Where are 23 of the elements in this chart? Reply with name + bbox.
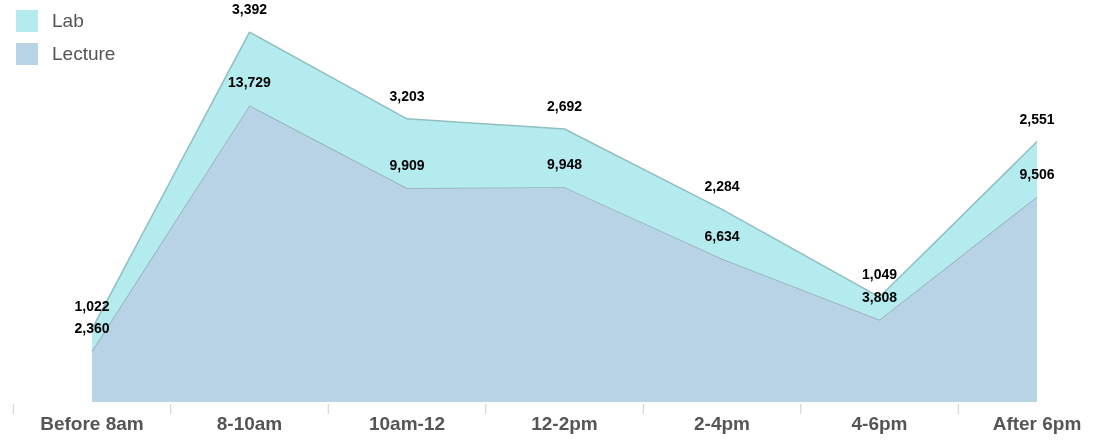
- data-label: 2,551: [1019, 110, 1055, 127]
- data-label: 2,360: [74, 320, 110, 337]
- data-label: 3,203: [389, 87, 425, 104]
- x-tick-label: 12-2pm: [531, 413, 598, 434]
- data-label: 3,808: [861, 288, 898, 305]
- x-tick-label: After 6pm: [992, 413, 1082, 434]
- data-label: 1,049: [861, 266, 898, 283]
- legend-label: Lab: [52, 10, 84, 31]
- data-label: 9,506: [1019, 165, 1055, 182]
- data-label: 13,729: [228, 74, 272, 91]
- data-label: 6,634: [704, 227, 740, 244]
- data-label: 2,284: [704, 178, 740, 195]
- data-label: 1,022: [74, 297, 110, 314]
- data-label: 9,948: [546, 156, 583, 173]
- legend-label: Lecture: [52, 43, 116, 64]
- data-label: 9,909: [389, 156, 425, 173]
- x-tick-label: 2-4pm: [694, 413, 750, 434]
- x-tick-label: 8-10am: [216, 413, 283, 434]
- data-label: 2,692: [546, 97, 583, 114]
- x-tick-label: 10am-12: [368, 413, 446, 434]
- x-tick-label: Before 8am: [40, 413, 144, 434]
- x-tick-label: 4-6pm: [851, 413, 908, 434]
- data-label: 3,392: [231, 1, 268, 18]
